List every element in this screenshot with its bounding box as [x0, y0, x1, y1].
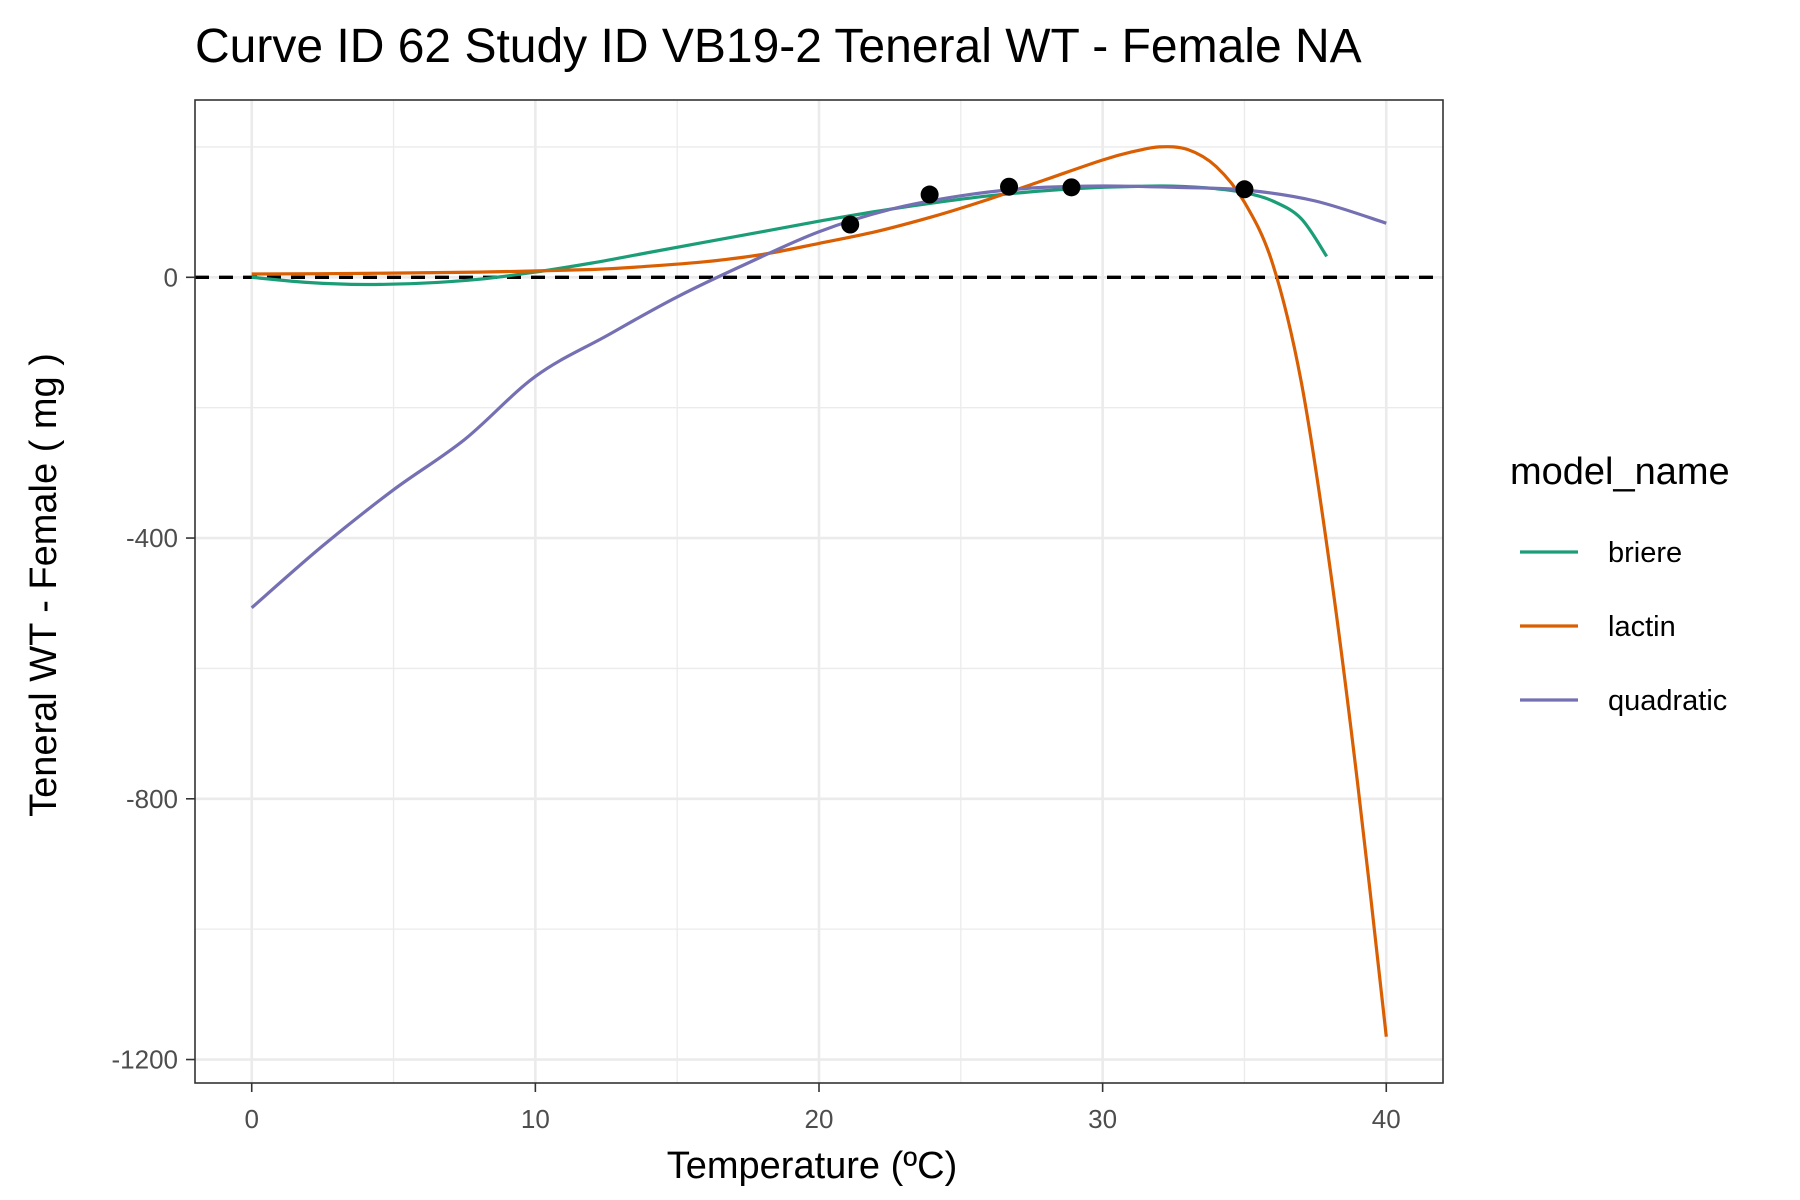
legend: model_name briere lactin quadratic — [1510, 451, 1730, 717]
y-tick-label: -1200 — [112, 1045, 179, 1075]
x-tick-label: 30 — [1088, 1104, 1117, 1134]
series-line-lactin — [251, 145, 1388, 1037]
x-axis: 0 10 20 30 40 — [244, 1083, 1401, 1134]
series-layer — [250, 145, 1388, 1037]
x-tick-label: 40 — [1372, 1104, 1401, 1134]
x-axis-label: Temperature (ºC) — [667, 1145, 958, 1187]
y-tick-label: -400 — [126, 523, 178, 553]
series-line-quadratic — [250, 184, 1387, 610]
y-tick-label: 0 — [164, 262, 178, 292]
y-axis-label: Teneral WT - Female ( mg ) — [23, 353, 65, 817]
legend-items: briere lactin quadratic — [1520, 537, 1727, 717]
data-point — [1235, 180, 1254, 199]
legend-label-quadratic: quadratic — [1608, 685, 1727, 717]
points-layer — [841, 177, 1254, 234]
data-point — [841, 215, 860, 234]
y-tick-label: -800 — [126, 784, 178, 814]
x-tick-label: 20 — [805, 1104, 834, 1134]
x-tick-label: 10 — [521, 1104, 550, 1134]
chart-title: Curve ID 62 Study ID VB19-2 Teneral WT -… — [195, 20, 1362, 73]
x-tick-label: 0 — [244, 1104, 258, 1134]
data-point — [1062, 178, 1081, 197]
legend-label-briere: briere — [1608, 537, 1682, 569]
data-point — [920, 185, 939, 204]
data-point — [1000, 177, 1019, 196]
y-axis: 0 -400 -800 -1200 — [112, 262, 195, 1075]
legend-label-lactin: lactin — [1608, 611, 1676, 643]
legend-title: model_name — [1510, 451, 1730, 493]
